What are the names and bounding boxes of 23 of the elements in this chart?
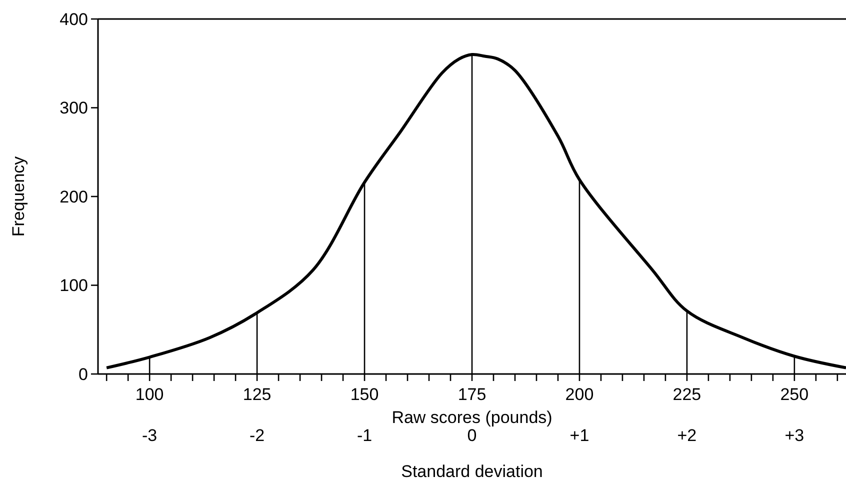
x2-axis-title: Standard deviation (401, 462, 543, 481)
y-tick-label: 200 (60, 187, 88, 206)
y-axis-title: Frequency (9, 156, 28, 237)
y-tick-label: 300 (60, 98, 88, 118)
x-tick-label: 225 (672, 385, 702, 404)
y-tick-label: 100 (60, 276, 88, 296)
x2-tick-label: +1 (570, 426, 590, 445)
x-tick-label: 175 (458, 385, 486, 404)
x2-tick-label: -3 (142, 426, 158, 445)
x2-tick-label: +3 (784, 426, 804, 445)
x2-tick-label: +2 (677, 426, 697, 445)
y-tick-label: 0 (78, 364, 88, 384)
x-tick-label: 250 (780, 385, 809, 404)
x2-tick-label: 0 (467, 426, 477, 445)
y-tick-label: 400 (60, 10, 88, 29)
x-tick-label: 200 (565, 385, 594, 404)
x2-tick-label: -1 (356, 426, 372, 445)
line-series (105, 53, 846, 370)
x-tick-label: 100 (135, 385, 164, 404)
x2-tick-label: -2 (249, 426, 265, 445)
x-tick-label: 125 (242, 385, 272, 404)
x-tick-label: 150 (350, 385, 379, 404)
x-axis-title: Raw scores (pounds) (392, 408, 552, 427)
